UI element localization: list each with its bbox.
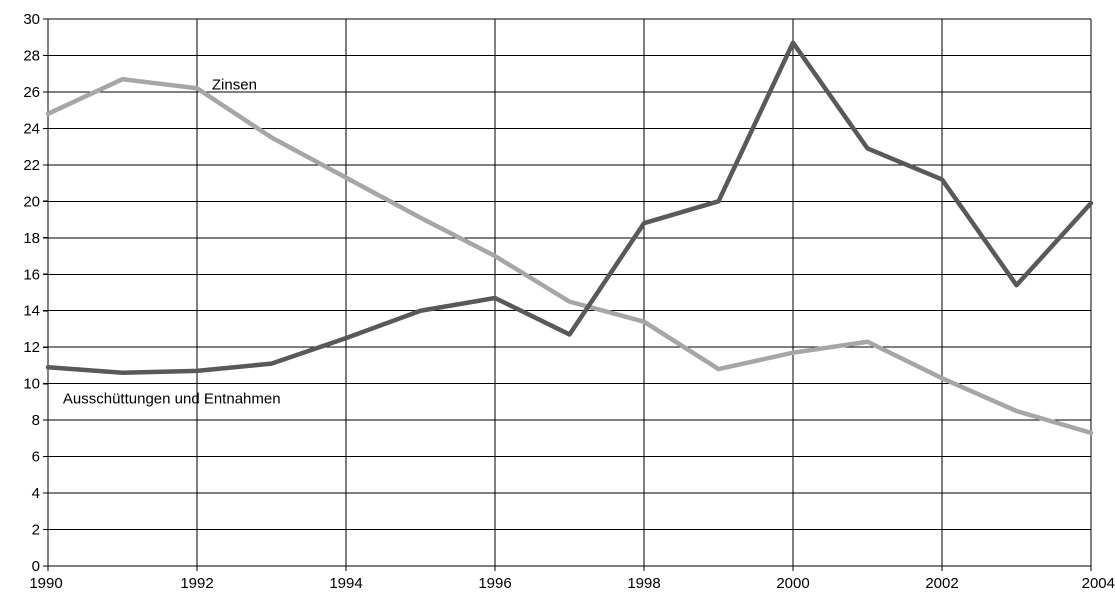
y-tick-label: 12 — [23, 339, 40, 356]
x-tick-label: 2002 — [925, 575, 958, 592]
y-tick-label: 18 — [23, 230, 40, 247]
x-tick-label: 2000 — [776, 575, 809, 592]
x-tick-label: 1990 — [29, 575, 62, 592]
y-tick-label: 22 — [23, 157, 40, 174]
axes — [43, 18, 1092, 571]
grid — [47, 18, 1092, 567]
x-tick-label: 1996 — [478, 575, 511, 592]
series-label: Zinsen — [212, 77, 257, 94]
y-tick-label: 10 — [23, 376, 40, 393]
x-tick-label: 2004 — [1082, 575, 1115, 592]
y-tick-label: 30 — [23, 11, 40, 28]
series-label: Ausschüttungen und Entnahmen — [63, 390, 281, 407]
y-tick-label: 6 — [32, 449, 40, 466]
x-tick-label: 1998 — [627, 575, 660, 592]
x-tick-label: 1992 — [180, 575, 213, 592]
y-tick-label: 14 — [23, 303, 40, 320]
y-tick-label: 24 — [23, 120, 40, 137]
x-tick-label: 1994 — [329, 575, 362, 592]
series-lines — [45, 40, 1094, 436]
series-line-zinsen — [45, 76, 1094, 436]
series-labels: Zinsen Ausschüttungen und Entnahmen — [63, 77, 281, 408]
y-tick-label: 28 — [23, 47, 40, 64]
y-tick-label: 4 — [32, 485, 40, 502]
y-tick-label: 2 — [32, 522, 40, 539]
x-axis-tick-labels: 1990 1992 1994 1996 1998 2000 2002 2004 — [29, 575, 1115, 592]
y-tick-label: 0 — [32, 558, 40, 575]
y-tick-label: 16 — [23, 266, 40, 283]
y-tick-label: 20 — [23, 193, 40, 210]
y-tick-label: 26 — [23, 84, 40, 101]
series-line-ausschuettungen — [45, 40, 1094, 375]
y-tick-label: 8 — [32, 412, 40, 429]
